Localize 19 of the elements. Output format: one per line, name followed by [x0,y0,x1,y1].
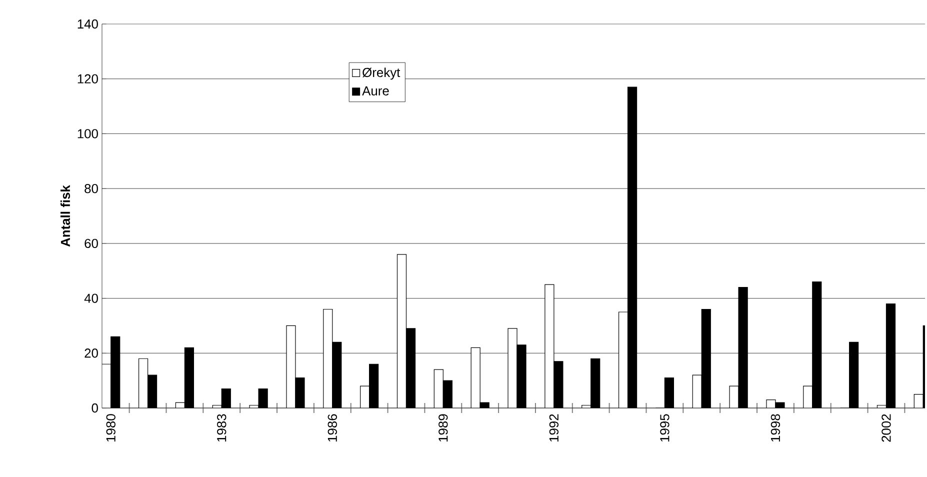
y-tick-label: 0 [92,403,98,413]
x-tick-label: 2002 [882,414,891,442]
y-tick-label: 80 [84,184,98,194]
x-tick-label: 1986 [328,414,337,442]
y-tick-label: 60 [84,238,98,248]
legend-label: Ørekyt [362,68,400,80]
y-axis-title: Antall fisk [60,185,70,247]
legend-label: Aure [362,86,389,96]
y-tick-label: 140 [78,19,98,29]
x-tick-label: 1989 [438,414,448,442]
x-tick-label: 1998 [770,414,780,442]
x-tick-label: 1995 [660,414,670,442]
y-tick-label: 20 [84,348,98,358]
x-tick-label: 1992 [549,414,559,442]
y-tick-label: 100 [78,129,98,138]
y-tick-label: 40 [84,294,98,303]
x-tick-label: 1983 [217,414,226,442]
x-tick-label: 1980 [106,414,116,442]
y-tick-label: 120 [78,74,98,84]
